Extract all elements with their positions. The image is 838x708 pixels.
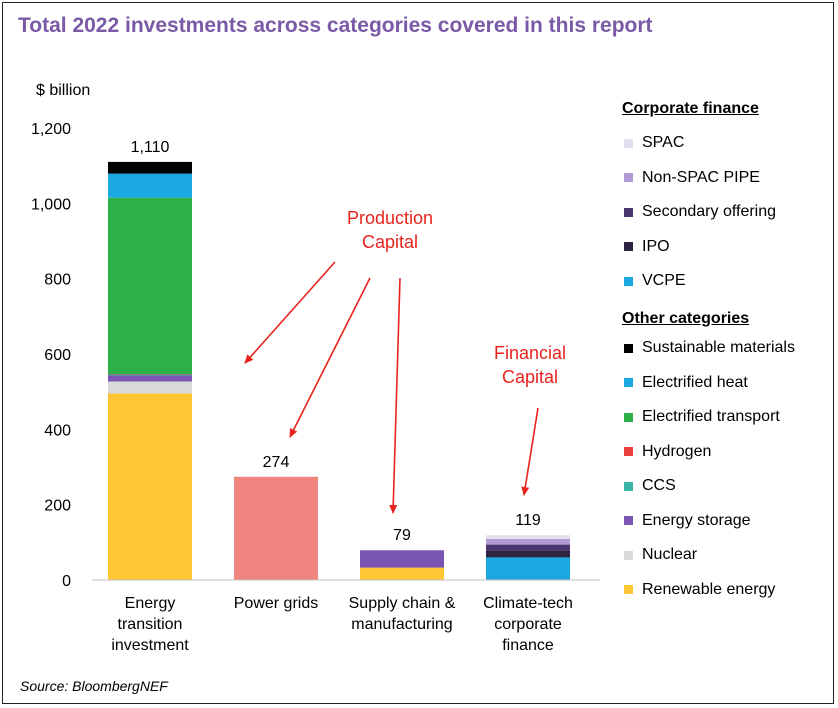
legend-label-vcpe: VCPE	[642, 272, 686, 289]
legend-item-electrified-transport: Electrified transport	[622, 407, 780, 427]
legend-swatch-vcpe	[624, 276, 633, 286]
annotation-financial-capital-line-1: Financial	[494, 343, 566, 363]
x-category-label-4-line-2: corporate	[494, 616, 562, 633]
bar-segment-hydrogen-1	[108, 373, 192, 375]
y-tick-label-0: 0	[62, 573, 71, 590]
legend-label-ccs: CCS	[642, 477, 676, 494]
y-axis-unit-label: $ billion	[36, 82, 91, 99]
legend-label-hydrogen: Hydrogen	[642, 442, 712, 460]
legend-item-secondary-offering: Secondary offering	[622, 202, 776, 222]
legend-item-energy-storage: Energy storage	[622, 511, 751, 531]
total-label-4: 119	[515, 512, 541, 529]
bar-segment-vcpe-4	[486, 557, 570, 580]
y-tick-label-1200: 1,200	[31, 121, 71, 138]
legend-label-ipo: IPO	[642, 237, 670, 255]
bar-segment-sustainable-materials-1	[108, 161, 192, 174]
arrow-to-power-grids	[289, 277, 371, 438]
source-note: Source: BloombergNEF	[20, 678, 168, 694]
annotation-production-capital-line-2: Capital	[362, 232, 418, 252]
arrow-to-supply-chain	[389, 277, 401, 514]
total-label-3: 79	[393, 527, 411, 544]
legend-label-nuclear: Nuclear	[642, 546, 698, 563]
legend-heading-other-categories: Other categories	[622, 310, 750, 327]
x-category-label-3-line-2: manufacturing	[351, 616, 452, 633]
y-tick-label-600: 600	[44, 347, 71, 364]
total-label-1: 1,110	[131, 139, 170, 156]
legend-swatch-energy-storage	[624, 516, 633, 525]
x-category-label-1-line-1: Energy	[125, 595, 176, 612]
bar-segment-energy-storage-1	[108, 375, 192, 382]
legend-swatch-nuclear	[624, 550, 633, 560]
legend-item-ccs: CCS	[622, 476, 676, 496]
legend-swatch-hydrogen	[624, 447, 633, 456]
legend-label-electrified-heat: Electrified heat	[642, 373, 748, 391]
bar-segment-renewable-energy-3	[360, 567, 444, 580]
y-tick-label-1000: 1,000	[31, 196, 71, 213]
y-tick-label-800: 800	[44, 272, 71, 289]
bar-segment-non-spac-pipe-4	[486, 538, 570, 545]
legend-swatch-spac	[624, 138, 633, 148]
bar-segment-power-grids-2	[234, 476, 318, 580]
arrow-to-energy-transition	[244, 261, 336, 364]
bar-segment-spac-4	[486, 535, 570, 539]
legend-label-spac: SPAC	[642, 134, 685, 151]
legend-swatch-ccs	[624, 481, 633, 491]
legend-label-energy-storage: Energy storage	[642, 511, 751, 529]
legend-label-sustainable-materials: Sustainable materials	[642, 339, 795, 356]
x-category-label-1-line-2: transition	[118, 616, 183, 633]
annotation-production-capital-line-1: Production	[347, 208, 433, 228]
legend-label-renewable-energy: Renewable energy	[642, 580, 776, 598]
x-category-label-2-line-1: Power grids	[234, 595, 318, 612]
legend-swatch-electrified-heat	[624, 378, 633, 387]
x-category-label-4-line-3: finance	[502, 637, 554, 654]
legend-item-electrified-heat: Electrified heat	[622, 373, 748, 393]
bar-segment-electrified-transport-1	[108, 197, 192, 374]
legend-item-sustainable-materials: Sustainable materials	[622, 338, 795, 358]
bar-segment-renewable-energy-1	[108, 393, 192, 580]
annotation-financial-capital-line-2: Capital	[502, 367, 558, 387]
legend-item-non-spac-pipe: Non-SPAC PIPE	[622, 168, 760, 188]
x-category-label-1-line-3: investment	[111, 637, 189, 654]
legend-item-ipo: IPO	[622, 237, 670, 257]
legend-item-nuclear: Nuclear	[622, 545, 697, 565]
bar-segment-ipo-4	[486, 550, 570, 558]
legend-label-non-spac-pipe: Non-SPAC PIPE	[642, 168, 760, 186]
legend-swatch-sustainable-materials	[624, 343, 633, 353]
legend-item-spac: SPAC	[622, 133, 684, 153]
bar-segment-ccs-1	[108, 374, 192, 376]
arrow-to-climate-tech	[521, 407, 539, 496]
legend-swatch-renewable-energy	[624, 585, 633, 594]
y-tick-label-200: 200	[44, 498, 71, 515]
bar-segment-energy-storage-3	[360, 550, 444, 568]
chart-title: Total 2022 investments across categories…	[18, 14, 653, 37]
legend-swatch-ipo	[624, 242, 633, 251]
bar-segment-secondary-offering-4	[486, 544, 570, 551]
total-label-2: 274	[263, 454, 290, 471]
x-category-label-4-line-1: Climate-tech	[483, 595, 573, 612]
y-tick-label-400: 400	[44, 422, 71, 439]
legend-label-secondary-offering: Secondary offering	[642, 203, 777, 220]
bar-segment-nuclear-1	[108, 381, 192, 394]
legend-swatch-secondary-offering	[624, 207, 633, 217]
legend-swatch-non-spac-pipe	[624, 173, 633, 182]
legend-item-renewable-energy: Renewable energy	[622, 580, 775, 600]
x-category-label-3-line-1: Supply chain &	[349, 595, 456, 612]
legend-item-hydrogen: Hydrogen	[622, 442, 711, 462]
legend-heading-corporate-finance: Corporate finance	[622, 100, 759, 117]
legend-label-electrified-transport: Electrified transport	[642, 408, 780, 425]
legend-swatch-electrified-transport	[624, 412, 633, 422]
legend-item-vcpe: VCPE	[622, 271, 686, 291]
bar-segment-electrified-heat-1	[108, 173, 192, 198]
